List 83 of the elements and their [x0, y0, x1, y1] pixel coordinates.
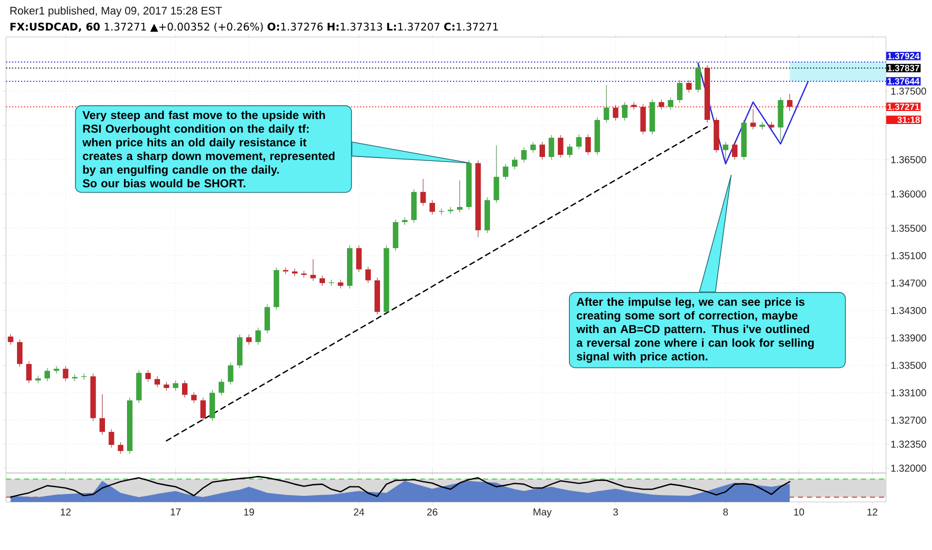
x-tick-label: 12: [867, 508, 878, 516]
candlestick: [548, 134, 554, 160]
ref-line-label: 1.37924: [888, 52, 920, 60]
candlestick: [612, 104, 618, 121]
candlestick: [54, 366, 60, 374]
candlestick: [677, 80, 683, 104]
y-tick-label: 1.36500: [891, 156, 926, 164]
x-tick-label: 26: [427, 508, 438, 516]
candlestick: [622, 102, 628, 121]
candlestick: [320, 275, 326, 286]
candlestick: [604, 84, 610, 123]
candlestick: [585, 134, 591, 156]
candlestick: [164, 382, 170, 391]
candlestick: [512, 156, 518, 170]
candlestick: [100, 394, 106, 435]
chart-title: FX:USDCAD, 60 1.37271 ▲+0.00352 (+0.26%) O:1.37276 H:1.37313 L:1.37207 C:1.37271: [10, 22, 498, 32]
y-tick-label: 1.35100: [891, 252, 926, 260]
y-tick-label: 1.32350: [891, 440, 926, 448]
candlestick: [356, 245, 362, 272]
x-tick-label: 10: [794, 508, 804, 516]
candlestick: [228, 362, 234, 385]
candlestick: [154, 376, 160, 388]
candlestick: [62, 366, 68, 382]
candlestick: [17, 339, 23, 367]
y-tick-label: 1.35500: [891, 224, 926, 232]
candlestick: [558, 134, 564, 158]
candlestick: [540, 142, 546, 160]
candlestick: [494, 145, 500, 204]
y-tick-label: 1.36000: [891, 190, 926, 198]
x-tick-label: 12: [60, 508, 71, 516]
candlestick: [567, 144, 573, 158]
candlestick: [264, 304, 270, 334]
x-tick-label: 19: [244, 508, 254, 516]
y-tick-label: 1.34300: [891, 306, 926, 314]
candlestick: [576, 134, 582, 150]
candlestick: [430, 200, 436, 215]
candlestick: [668, 97, 674, 110]
chart-subtitle: Roker1 published, May 09, 2017 15:28 EST: [10, 6, 222, 17]
candlestick: [200, 397, 206, 422]
x-tick-label: 24: [354, 508, 364, 516]
candlestick: [530, 142, 536, 154]
text: 31:18: [897, 116, 920, 124]
candlestick: [255, 327, 261, 346]
annotation: After the impulse leg, we can see price is creating some sort of correction, maybe with an AB=CD pattern. Thus i've outlined a reversal zone where i can look for selling signal with price action.: [576, 297, 814, 363]
y-tick-label: 1.34700: [891, 280, 926, 287]
y-tick-label: 1.32700: [891, 416, 926, 424]
y-tick-label: 1.32000: [891, 464, 926, 472]
x-tick-label: 3: [613, 508, 618, 516]
candlestick: [695, 62, 701, 93]
candlestick: [172, 380, 178, 391]
candlestick: [521, 147, 527, 163]
ref-line-label: 1.37644: [888, 78, 920, 84]
candlestick: [686, 80, 692, 93]
candlestick: [310, 258, 316, 282]
candlestick: [8, 334, 14, 346]
x-tick-label: 17: [170, 508, 181, 516]
candlestick: [182, 380, 188, 398]
candlestick: [787, 94, 792, 112]
candlestick: [722, 142, 728, 164]
y-tick-label: 1.37500: [891, 88, 926, 95]
y-tick-label: 1.33900: [891, 334, 926, 342]
annotation: Very steep and fast move to the upside with RSI Overbought condition on the daily tf: when price hits an old daily resistance it creates a sharp down movement, represented by an engulfing candle on the daily. So our bias would be SHORT.: [82, 110, 334, 188]
candlestick: [732, 142, 738, 160]
ref-line-label: 1.37837: [888, 64, 920, 72]
candlestick: [457, 180, 463, 213]
candlestick: [44, 368, 50, 382]
ref-line-label: 1.37271: [888, 104, 920, 110]
candlestick: [191, 392, 197, 404]
candlestick: [145, 370, 151, 382]
candlestick: [502, 164, 508, 180]
candlestick: [365, 266, 371, 284]
candlestick: [750, 108, 756, 130]
candlestick: [246, 334, 252, 346]
y-tick-label: 1.33100: [891, 389, 926, 396]
candlestick: [118, 442, 124, 454]
x-tick-label: 8: [723, 508, 728, 516]
candlestick: [218, 378, 224, 396]
candlestick: [658, 99, 664, 110]
candlestick: [26, 360, 32, 384]
candlestick: [108, 428, 114, 448]
candlestick: [420, 178, 426, 206]
x-tick-label: May: [534, 508, 552, 518]
y-tick-label: 1.33500: [891, 362, 926, 369]
